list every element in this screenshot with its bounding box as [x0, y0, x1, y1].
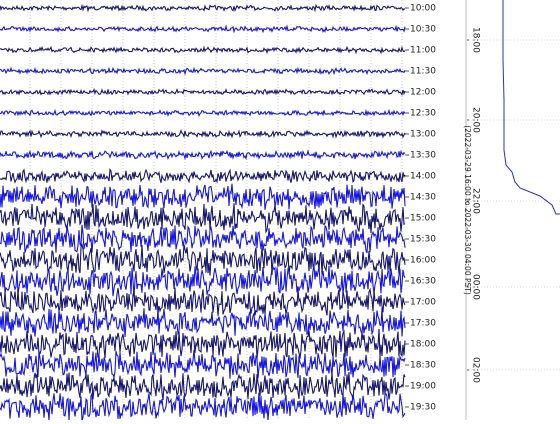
row-label: 16:30: [410, 277, 436, 287]
row-label: 19:30: [410, 403, 436, 413]
time-label: 02:00: [471, 357, 481, 383]
row-label: 18:30: [410, 361, 436, 371]
time-label: 00:00: [471, 274, 481, 300]
row-label: 11:00: [410, 46, 436, 56]
row-label: 18:00: [410, 340, 436, 350]
row-label: 14:30: [410, 193, 436, 203]
row-label: 14:00: [410, 172, 436, 182]
row-label: 13:30: [410, 151, 436, 161]
row-label: 17:00: [410, 298, 436, 308]
row-label: 10:30: [410, 25, 436, 35]
row-label: 15:00: [410, 214, 436, 224]
time-label: 20:00: [471, 107, 481, 133]
row-label: 12:30: [410, 109, 436, 119]
row-label: 19:00: [410, 382, 436, 392]
row-label: 12:00: [410, 88, 436, 98]
time-label: 22:00: [471, 188, 481, 214]
time-label: 18:00: [471, 27, 481, 53]
row-label: 10:00: [410, 4, 436, 14]
row-label: 13:00: [410, 130, 436, 140]
row-label: 16:00: [410, 256, 436, 266]
row-label: 17:30: [410, 319, 436, 329]
row-label: 15:30: [410, 235, 436, 245]
row-label: 11:30: [410, 67, 436, 77]
